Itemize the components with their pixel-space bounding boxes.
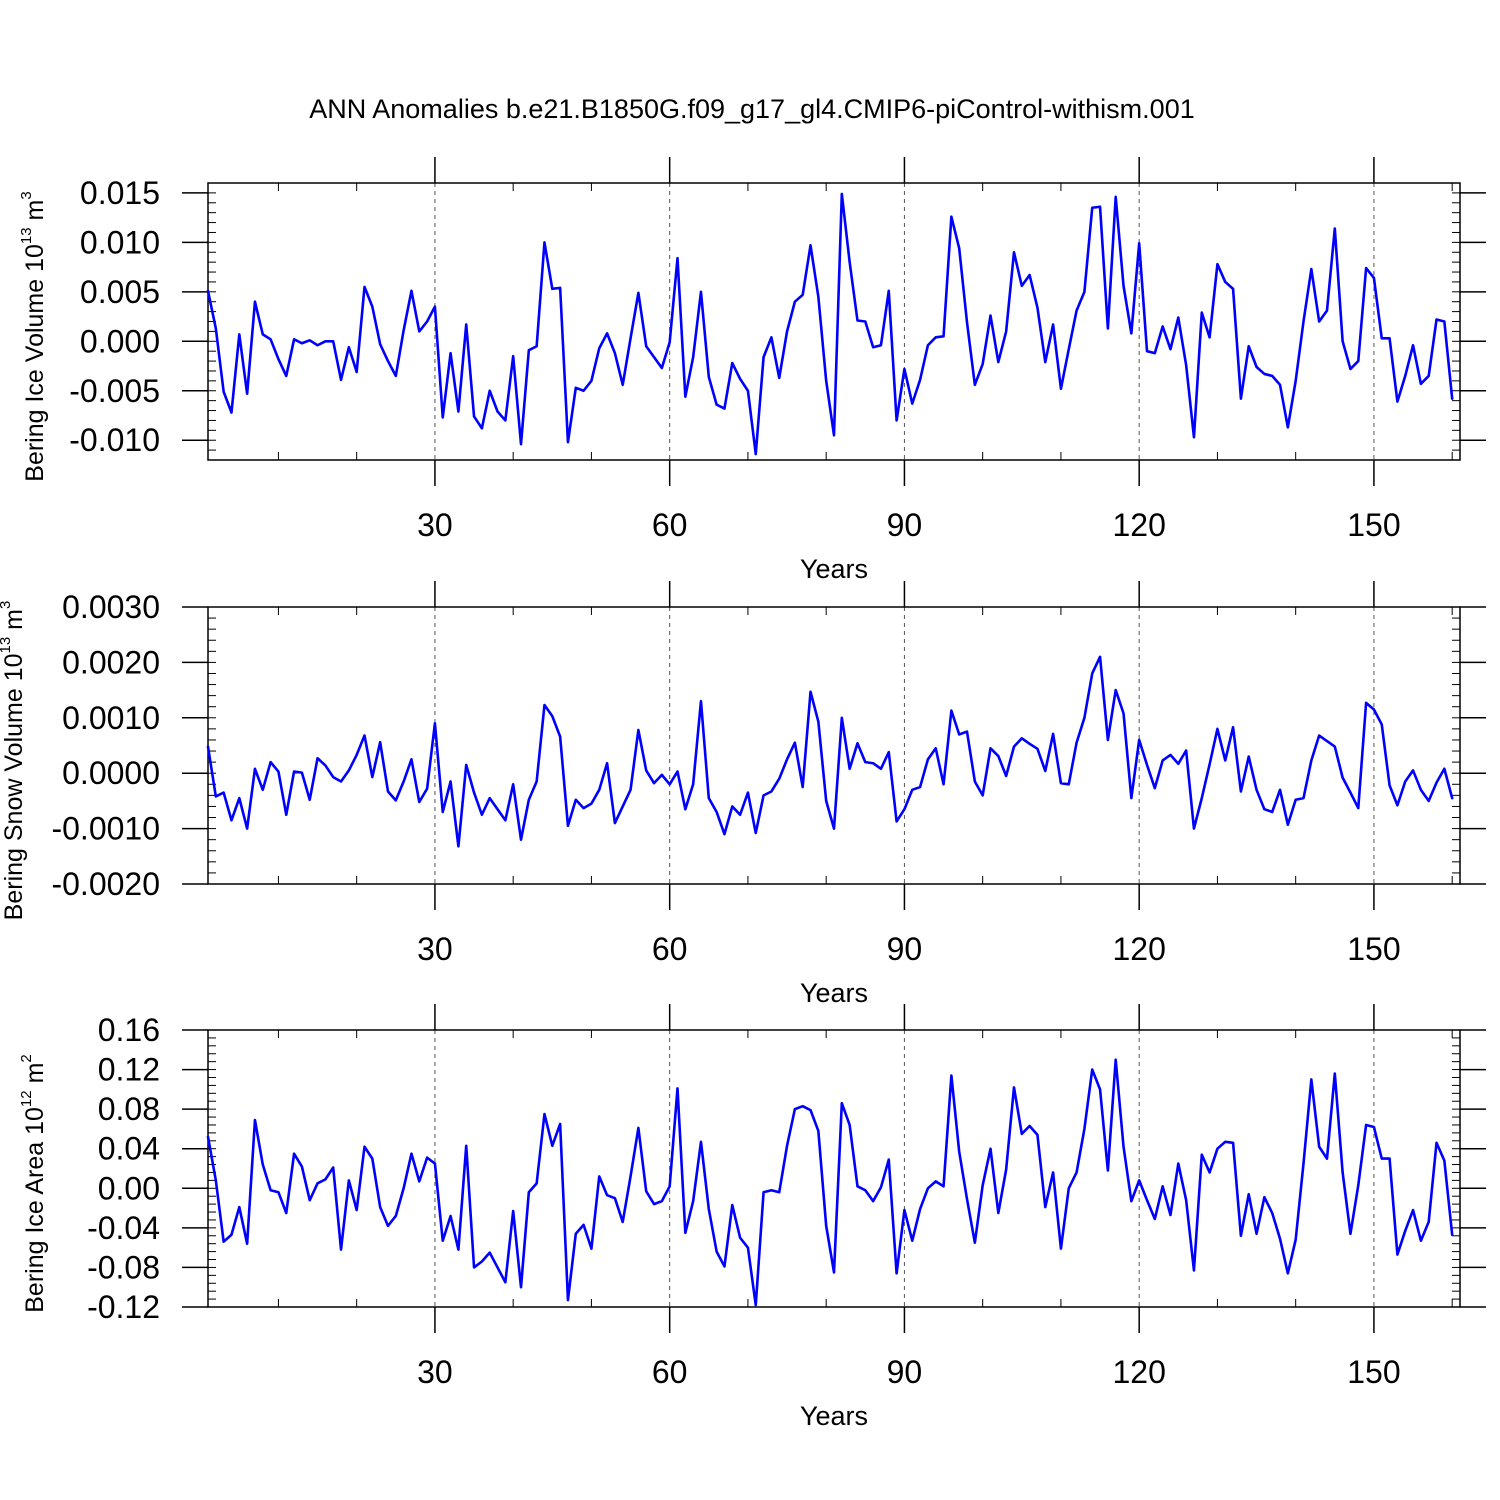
ice-volume-xlabel: Years xyxy=(800,554,868,584)
ice-volume-ytick-label-4: 0.010 xyxy=(80,224,160,260)
ice-area-xtick-label-2: 90 xyxy=(887,1354,923,1390)
snow-volume-ytick-label-5: 0.0030 xyxy=(62,589,160,625)
ice-area-ytick-label-4: 0.04 xyxy=(98,1131,160,1167)
snow-volume-ytick-label-0: -0.0020 xyxy=(51,866,160,902)
ice-volume-ytick-label-2: 0.000 xyxy=(80,323,160,359)
snow-volume-ytick-label-3: 0.0010 xyxy=(62,700,160,736)
ice-area-ytick-label-6: 0.12 xyxy=(98,1052,160,1088)
ice-area-ylabel-unit-sup: 2 xyxy=(18,1054,35,1062)
ice-volume-ylabel-main: Bering Ice Volume 10 xyxy=(21,244,49,482)
ice-volume-xtick-label-2: 90 xyxy=(887,507,923,543)
ice-area-xtick-label-4: 150 xyxy=(1347,1354,1400,1390)
ice-volume-ytick-label-1: -0.005 xyxy=(69,373,160,409)
ice-area-ytick-label-5: 0.08 xyxy=(98,1091,160,1127)
snow-volume-ylabel-group: Bering Snow Volume 1013 m3 xyxy=(0,601,28,921)
ice-area-series-line-0 xyxy=(206,1058,1454,1307)
ice-volume-ytick-label-0: -0.010 xyxy=(69,422,160,458)
ice-area-xlabel: Years xyxy=(800,1401,868,1431)
ice-area-panel: 30 60 90 120 150-0.12-0.08-0.040.000.040.080… xyxy=(18,1004,1486,1431)
snow-volume-xtick-label-3: 120 xyxy=(1112,931,1165,967)
snow-volume-ylabel: Bering Snow Volume 1013 m3 xyxy=(0,601,28,921)
snow-volume-series-line-0 xyxy=(206,655,1454,848)
ice-volume-panel: 30 60 90 120 150 -0.010 -0.005 0.000 0.005 0.010 0… xyxy=(18,157,1486,584)
snow-volume-xtick-label-4: 150 xyxy=(1347,931,1400,967)
ice-area-frame xyxy=(207,1029,1461,1308)
ice-area-ytick-label-3: 0.00 xyxy=(98,1170,160,1206)
ice-area-ytick-label-0: -0.12 xyxy=(87,1289,160,1325)
ice-area-xtick-label-0: 30 xyxy=(417,1354,453,1390)
ice-volume-ytick-label-3: 0.005 xyxy=(80,274,160,310)
snow-volume-xtick-label-1: 60 xyxy=(652,931,688,967)
ice-area-ytick-label-7: 0.16 xyxy=(98,1012,160,1048)
snow-volume-ytick-label-2: 0.0000 xyxy=(62,755,160,791)
snow-volume-panel: 30 60 90 120 150 -0.0020 -0.0010 0.0000 0.0010 0.… xyxy=(0,581,1486,1008)
ice-volume-xtick-label-1: 60 xyxy=(652,507,688,543)
ice-area-ylabel-group: Bering Ice Area 1012 m2 xyxy=(18,1054,49,1313)
snow-volume-ylabel-main: Bering Snow Volume 10 xyxy=(0,653,28,920)
ice-volume-xtick-label-4: 150 xyxy=(1347,507,1400,543)
snow-volume-frame xyxy=(207,606,1461,885)
snow-volume-ytick-label-1: -0.0010 xyxy=(51,811,160,847)
ice-volume-ylabel: Bering Ice Volume 1013 m3 xyxy=(18,191,49,481)
ice-area-xtick-label-3: 120 xyxy=(1112,1354,1165,1390)
snow-volume-xlabel: Years xyxy=(800,978,868,1008)
ice-volume-ytick-label-5: 0.015 xyxy=(80,175,160,211)
ice-area-ylabel-main: Bering Ice Area 10 xyxy=(21,1107,49,1313)
panels: 30 60 90 120 150 -0.010 -0.005 0.000 0.005 0.010 0… xyxy=(0,157,1486,1431)
snow-volume-ylabel-sup: 13 xyxy=(0,637,14,654)
ice-area-xtick-label-1: 60 xyxy=(652,1354,688,1390)
snow-volume-ylabel-unit: m xyxy=(0,609,28,637)
ice-volume-xtick-label-0: 30 xyxy=(417,507,453,543)
ice-volume-ylabel-group: Bering Ice Volume 1013 m3 xyxy=(18,191,49,481)
snow-volume-xtick-label-0: 30 xyxy=(417,931,453,967)
ice-area-ylabel-unit: m xyxy=(21,1063,49,1091)
ice-volume-ylabel-unit-sup: 3 xyxy=(18,191,35,199)
ice-area-ytick-label-1: -0.08 xyxy=(87,1249,160,1285)
figure-title: ANN Anomalies b.e21.B1850G.f09_g17_gl4.C… xyxy=(309,94,1194,124)
snow-volume-ytick-label-4: 0.0020 xyxy=(62,644,160,680)
ice-area-ylabel: Bering Ice Area 1012 m2 xyxy=(18,1054,49,1313)
ice-area-ylabel-sup: 12 xyxy=(18,1090,35,1107)
ice-volume-xtick-label-3: 120 xyxy=(1112,507,1165,543)
snow-volume-xtick-label-2: 90 xyxy=(887,931,923,967)
ice-volume-ylabel-unit: m xyxy=(21,200,49,228)
ice-area-ytick-label-2: -0.04 xyxy=(87,1210,160,1246)
ice-volume-series-line-0 xyxy=(206,192,1454,456)
ice-volume-ylabel-sup: 13 xyxy=(18,227,35,244)
snow-volume-ylabel-unit-sup: 3 xyxy=(0,601,14,609)
